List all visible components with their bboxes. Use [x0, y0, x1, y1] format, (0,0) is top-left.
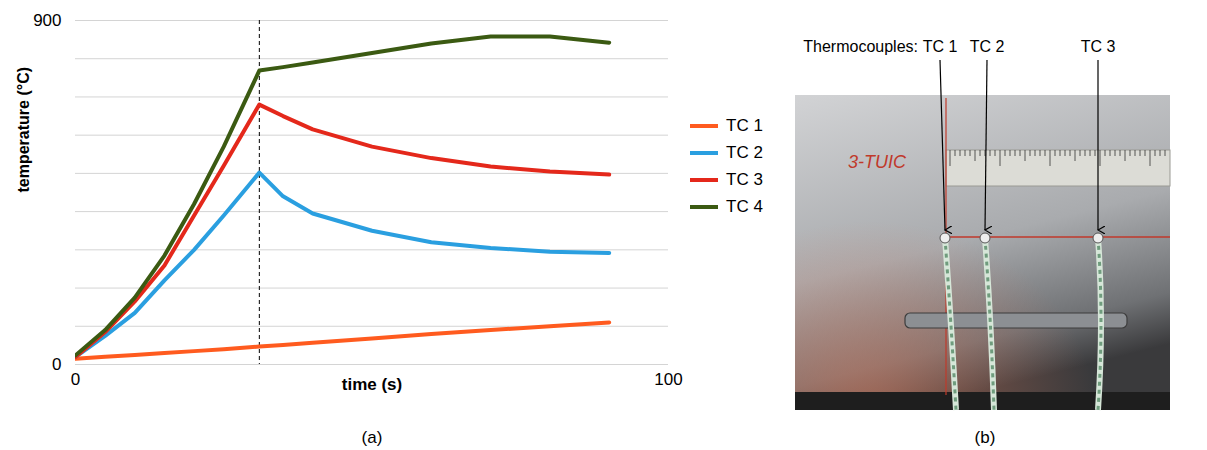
svg-text:Thermocouples:: Thermocouples: — [803, 38, 918, 55]
html-text:(a): (a) — [361, 428, 383, 447]
svg-text:TC 3: TC 3 — [1081, 38, 1116, 55]
svg-text:0: 0 — [52, 355, 61, 374]
html-text:TC 3: TC 3 — [726, 169, 763, 189]
svg-text:TC 2: TC 2 — [970, 38, 1005, 55]
html-text:TC 1: TC 1 — [726, 115, 763, 135]
html-text:TC 2: TC 2 — [726, 142, 763, 162]
svg-text:900: 900 — [33, 11, 61, 30]
svg-text:100: 100 — [654, 370, 682, 389]
svg-text:0: 0 — [71, 370, 80, 389]
svg-text:temperature (°C): temperature (°C) — [15, 67, 32, 193]
svg-text:3-TUIC: 3-TUIC — [848, 152, 907, 172]
html-text:(b): (b) — [974, 428, 996, 447]
svg-text:TC 1: TC 1 — [923, 38, 958, 55]
svg-text:time (s): time (s) — [342, 375, 402, 394]
html-text:TC 4: TC 4 — [726, 196, 763, 216]
